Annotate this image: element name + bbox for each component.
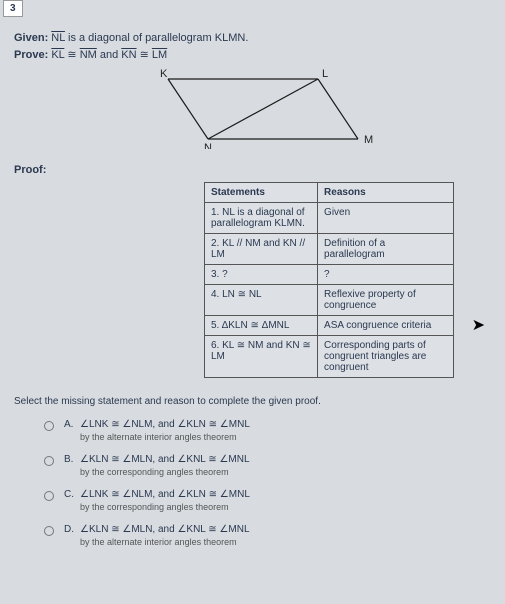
choice-letter: B.	[64, 454, 80, 477]
prove-label: Prove:	[14, 49, 48, 61]
svg-text:K: K	[160, 69, 168, 80]
answer-choices: A. ∠LNK ≅ ∠NLM, and ∠KLN ≅ ∠MNL by the a…	[44, 419, 491, 547]
table-cell: 5. ΔKLN ≅ ΔMNL	[205, 316, 318, 336]
given-prove-block: Given: NL is a diagonal of parallelogram…	[14, 32, 491, 61]
choice-main: ∠LNK ≅ ∠NLM, and ∠KLN ≅ ∠MNL	[80, 419, 250, 430]
choice-sub: by the alternate interior angles theorem	[80, 432, 250, 442]
choice-text: ∠LNK ≅ ∠NLM, and ∠KLN ≅ ∠MNL by the corr…	[80, 489, 250, 512]
svg-text:M: M	[364, 134, 373, 146]
table-cell: 6. KL ≅ NM and KN ≅ LM	[205, 336, 318, 378]
table-row: 1. NL is a diagonal of parallelogram KLM…	[205, 203, 454, 234]
table-cell: 3. ?	[205, 265, 318, 285]
table-cell: ?	[318, 265, 454, 285]
table-row: 4. LN ≅ NLReflexive property of congruen…	[205, 285, 454, 316]
answer-choice[interactable]: A. ∠LNK ≅ ∠NLM, and ∠KLN ≅ ∠MNL by the a…	[44, 419, 491, 442]
header-reasons: Reasons	[318, 183, 454, 203]
table-cell: Given	[318, 203, 454, 234]
choice-main: ∠KLN ≅ ∠MLN, and ∠KNL ≅ ∠MNL	[80, 524, 250, 535]
table-row: 5. ΔKLN ≅ ΔMNLASA congruence criteria	[205, 316, 454, 336]
radio-icon[interactable]	[44, 421, 54, 431]
table-header-row: Statements Reasons	[205, 183, 454, 203]
table-row: 3. ??	[205, 265, 454, 285]
diagram-svg: K L M N	[128, 69, 378, 149]
proof-table: Statements Reasons 1. NL is a diagonal o…	[204, 182, 454, 378]
choice-main: ∠KLN ≅ ∠MLN, and ∠KNL ≅ ∠MNL	[80, 454, 250, 465]
svg-text:N: N	[204, 142, 212, 149]
choice-sub: by the alternate interior angles theorem	[80, 537, 250, 547]
radio-icon[interactable]	[44, 526, 54, 536]
question-content: Given: NL is a diagonal of parallelogram…	[0, 0, 505, 569]
answer-choice[interactable]: C. ∠LNK ≅ ∠NLM, and ∠KLN ≅ ∠MNL by the c…	[44, 489, 491, 512]
choice-text: ∠KLN ≅ ∠MLN, and ∠KNL ≅ ∠MNL by the corr…	[80, 454, 250, 477]
choice-letter: D.	[64, 524, 80, 547]
choice-text: ∠LNK ≅ ∠NLM, and ∠KLN ≅ ∠MNL by the alte…	[80, 419, 250, 442]
svg-text:L: L	[322, 69, 328, 80]
radio-icon[interactable]	[44, 456, 54, 466]
table-row: 2. KL // NM and KN // LMDefinition of a …	[205, 234, 454, 265]
prove-line: Prove: KL ≅ NM and KN ≅ LM	[14, 48, 491, 61]
answer-choice[interactable]: B. ∠KLN ≅ ∠MLN, and ∠KNL ≅ ∠MNL by the c…	[44, 454, 491, 477]
radio-icon[interactable]	[44, 491, 54, 501]
table-cell: Corresponding parts of congruent triangl…	[318, 336, 454, 378]
proof-label: Proof:	[14, 164, 491, 176]
table-row: 6. KL ≅ NM and KN ≅ LMCorresponding part…	[205, 336, 454, 378]
table-cell: Definition of a parallelogram	[318, 234, 454, 265]
table-cell: 1. NL is a diagonal of parallelogram KLM…	[205, 203, 318, 234]
answer-choice[interactable]: D. ∠KLN ≅ ∠MLN, and ∠KNL ≅ ∠MNL by the a…	[44, 524, 491, 547]
given-label: Given:	[14, 32, 48, 44]
choice-main: ∠LNK ≅ ∠NLM, and ∠KLN ≅ ∠MNL	[80, 489, 250, 500]
given-line: Given: NL is a diagonal of parallelogram…	[14, 32, 491, 44]
table-cell: Reflexive property of congruence	[318, 285, 454, 316]
select-instruction: Select the missing statement and reason …	[14, 396, 491, 407]
header-statements: Statements	[205, 183, 318, 203]
table-cell: 2. KL // NM and KN // LM	[205, 234, 318, 265]
table-cell: ASA congruence criteria	[318, 316, 454, 336]
choice-letter: C.	[64, 489, 80, 512]
choice-sub: by the corresponding angles theorem	[80, 467, 250, 477]
choice-text: ∠KLN ≅ ∠MLN, and ∠KNL ≅ ∠MNL by the alte…	[80, 524, 250, 547]
question-tab[interactable]: 3	[3, 0, 23, 17]
table-cell: 4. LN ≅ NL	[205, 285, 318, 316]
parallelogram-diagram: K L M N	[14, 69, 491, 152]
cursor-icon: ➤	[472, 315, 485, 335]
choice-letter: A.	[64, 419, 80, 442]
choice-sub: by the corresponding angles theorem	[80, 502, 250, 512]
